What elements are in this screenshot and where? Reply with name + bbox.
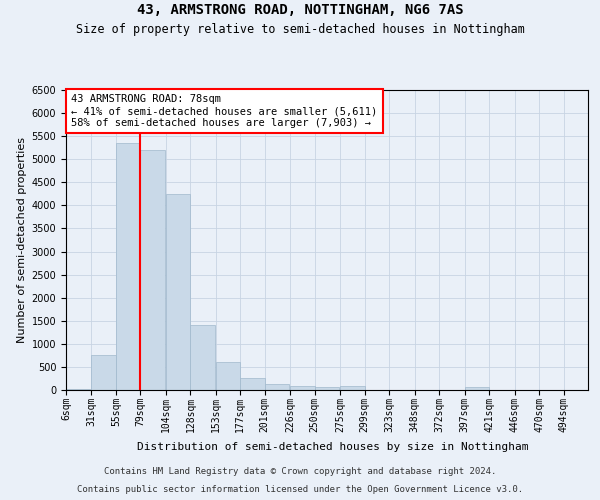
Bar [265, 384, 289, 390]
Text: 43, ARMSTRONG ROAD, NOTTINGHAM, NG6 7AS: 43, ARMSTRONG ROAD, NOTTINGHAM, NG6 7AS [137, 2, 463, 16]
Y-axis label: Number of semi-detached properties: Number of semi-detached properties [17, 137, 28, 343]
Bar [315, 387, 339, 390]
Bar [190, 326, 215, 390]
Bar [216, 362, 241, 390]
Bar [66, 388, 91, 390]
Text: 43 ARMSTRONG ROAD: 78sqm
← 41% of semi-detached houses are smaller (5,611)
58% o: 43 ARMSTRONG ROAD: 78sqm ← 41% of semi-d… [71, 94, 377, 128]
Bar [241, 378, 265, 390]
Text: Distribution of semi-detached houses by size in Nottingham: Distribution of semi-detached houses by … [137, 442, 529, 452]
Bar [340, 386, 365, 390]
Bar [166, 194, 190, 390]
Bar [290, 386, 315, 390]
Text: Size of property relative to semi-detached houses in Nottingham: Size of property relative to semi-detach… [76, 22, 524, 36]
Bar [116, 143, 140, 390]
Bar [464, 387, 489, 390]
Bar [91, 356, 116, 390]
Text: Contains HM Land Registry data © Crown copyright and database right 2024.: Contains HM Land Registry data © Crown c… [104, 467, 496, 476]
Bar [140, 150, 165, 390]
Text: Contains public sector information licensed under the Open Government Licence v3: Contains public sector information licen… [77, 485, 523, 494]
